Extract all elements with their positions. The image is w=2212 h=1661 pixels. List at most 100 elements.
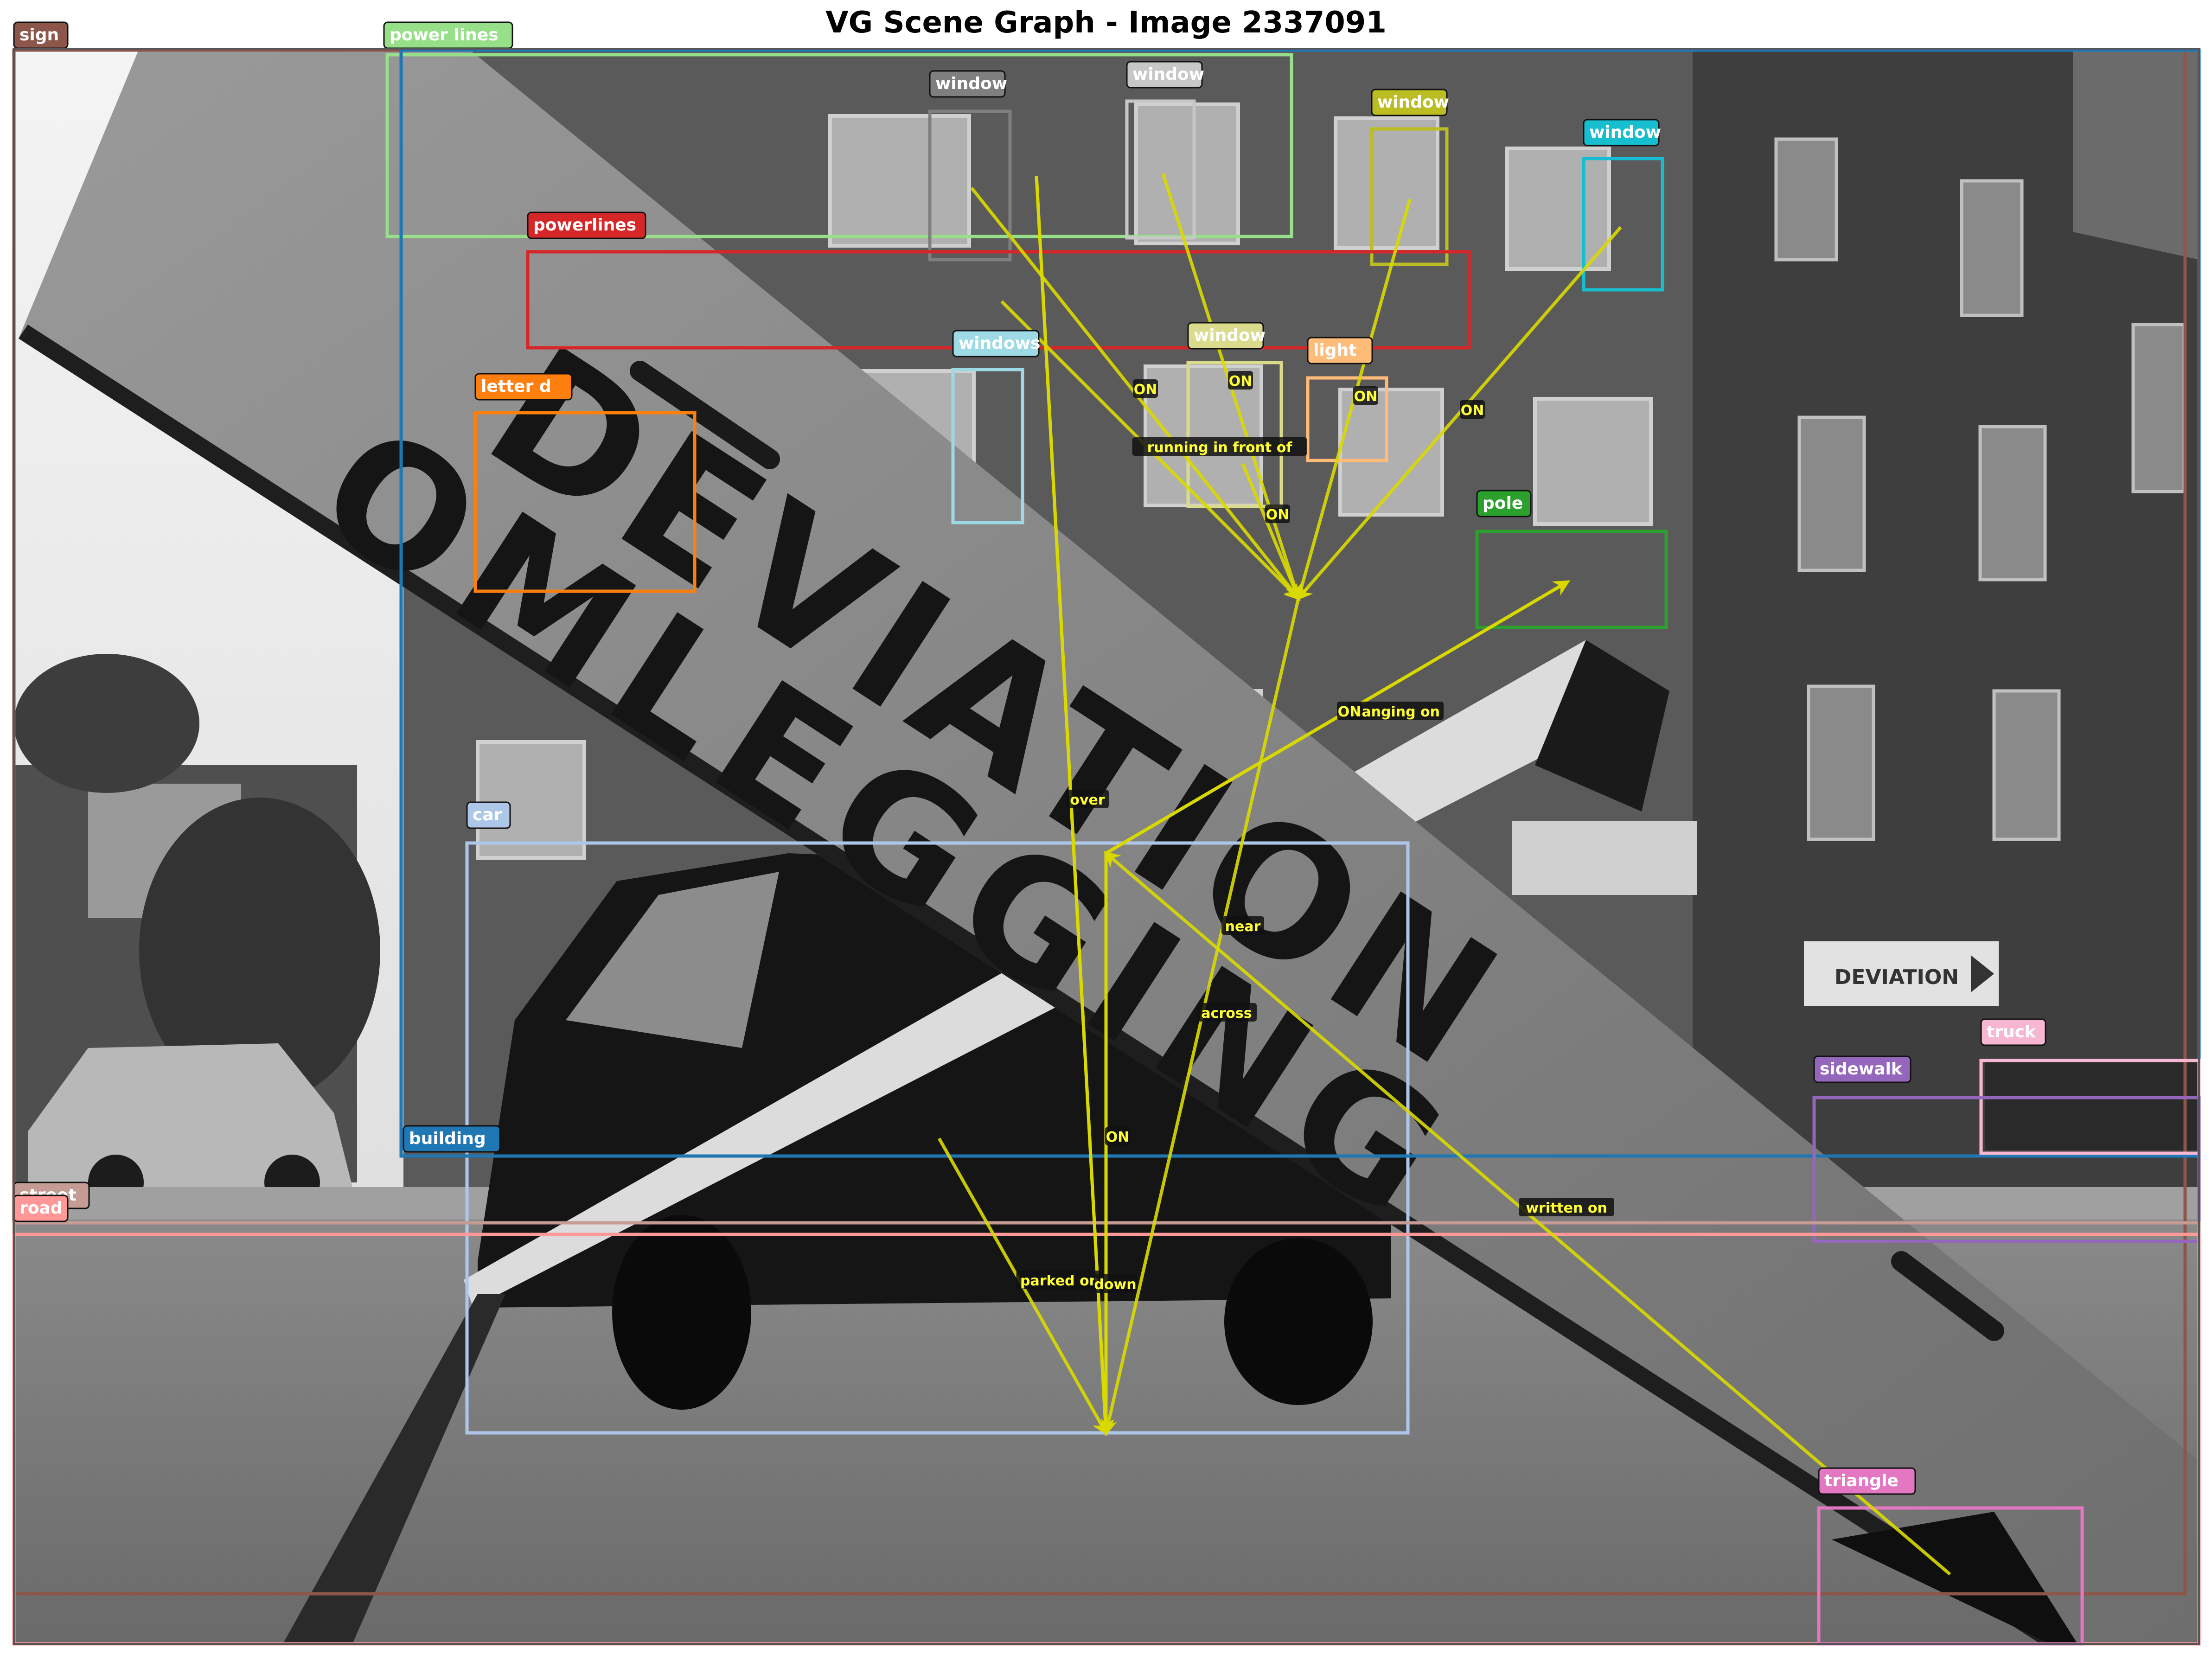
photo-window xyxy=(1978,425,2047,581)
photo-window xyxy=(1505,147,1611,271)
edge-label-text: down xyxy=(1094,1277,1136,1293)
photo-window xyxy=(1774,137,1838,262)
node-label-windows: windows xyxy=(952,330,1040,358)
edge-label-text: hanging on xyxy=(1352,704,1440,720)
edge-on-sign xyxy=(1105,580,1571,855)
edge-label-text: ON xyxy=(1134,382,1157,398)
barrier-crossbeam-side xyxy=(1535,640,1669,811)
node-label-truck: truck xyxy=(1980,1018,2046,1046)
node-label-light: light xyxy=(1307,337,1373,364)
node-label-text: powerlines xyxy=(533,216,636,235)
edge-label-hanging: hanging on xyxy=(1348,702,1444,720)
edge-label-text: over xyxy=(1070,792,1105,808)
edge-label-bg xyxy=(1221,916,1264,935)
edge-label-on-window-3: ON xyxy=(1353,386,1378,405)
bbox-windows xyxy=(951,368,1024,524)
bbox-window-2 xyxy=(1125,99,1196,240)
node-label-text: window xyxy=(1377,93,1449,112)
edge-label-bg xyxy=(1105,1127,1130,1145)
node-label-window-2: window xyxy=(1126,61,1204,89)
edge-label-text: written on xyxy=(1526,1200,1607,1216)
node-label-letter-d: letter d xyxy=(474,373,573,401)
bbox-power-lines xyxy=(385,53,1293,238)
node-label-pole: pole xyxy=(1476,490,1532,517)
edge-label-parked: parked on xyxy=(1016,1271,1103,1289)
edge-label-bg xyxy=(1196,1003,1257,1022)
edge-label-on-window-4: ON xyxy=(1460,400,1485,419)
node-label-text: window xyxy=(935,74,1007,93)
edge-label-written: written on xyxy=(1519,1198,1614,1216)
node-label-bg xyxy=(1371,89,1448,116)
node-label-bg xyxy=(403,1125,501,1153)
node-label-text: windows xyxy=(959,334,1040,353)
building-tower xyxy=(2073,49,2199,260)
edge-label-text: ON xyxy=(1106,1129,1130,1145)
edge-label-text: across xyxy=(1201,1005,1252,1022)
bbox-window-1 xyxy=(928,109,1012,262)
photo-window xyxy=(1807,684,1875,841)
node-label-powerlines: powerlines xyxy=(527,211,646,239)
truck-photo xyxy=(1985,1062,2198,1150)
bbox-letter-d xyxy=(473,411,697,593)
edge-on-window-4 xyxy=(1296,226,1622,601)
node-label-text: window xyxy=(1132,65,1204,84)
node-label-text: road xyxy=(19,1199,63,1218)
node-label-sign: sign xyxy=(13,21,69,49)
edge-label-bg xyxy=(1228,371,1253,390)
edge-on-window-5 xyxy=(1241,463,1301,601)
edge-label-on-window-5: ON xyxy=(1228,371,1253,390)
node-label-bg xyxy=(474,373,573,401)
node-label-road: road xyxy=(13,1195,69,1222)
bbox-pole xyxy=(1475,530,1668,629)
node-label-bg xyxy=(1187,322,1264,350)
car-wheel xyxy=(612,1215,751,1410)
node-label-bg xyxy=(1307,337,1373,364)
tree xyxy=(139,798,380,1104)
photo-window xyxy=(476,740,586,860)
node-label-text: sidewalk xyxy=(1820,1060,1903,1079)
edge-label-text: ON xyxy=(1354,389,1378,405)
edge-label-across: across xyxy=(1196,1003,1257,1022)
photo-window xyxy=(828,114,971,248)
node-label-car: car xyxy=(466,801,511,829)
node-label-bg xyxy=(952,330,1040,358)
node-label-triangle: triangle xyxy=(1818,1467,1916,1495)
bbox-light xyxy=(1306,376,1388,462)
node-label-text: window xyxy=(1194,326,1266,345)
node-label-text: light xyxy=(1313,341,1356,360)
car-windshield xyxy=(566,872,779,1048)
tree xyxy=(14,654,199,793)
edge-label-bg xyxy=(1066,790,1109,808)
edge-label-on-sign: ON xyxy=(1337,702,1362,720)
edge-label-bg xyxy=(1132,437,1307,456)
edge-label-text: near xyxy=(1225,919,1261,935)
edge-label-bg xyxy=(1265,505,1290,523)
node-label-window-4: window xyxy=(1583,119,1661,147)
edge-label-down: down xyxy=(1094,1274,1137,1293)
node-label-text: building xyxy=(409,1129,486,1148)
edge-label-text: running in front of xyxy=(1147,440,1293,456)
photo-window xyxy=(1797,415,1866,572)
node-label-bg xyxy=(1813,1055,1912,1083)
node-label-bg xyxy=(466,801,511,829)
edge-label-bg xyxy=(1519,1198,1614,1216)
edge-label-on-car: ON xyxy=(1105,1127,1130,1145)
edge-label-bg xyxy=(1094,1274,1137,1293)
edge-label-text: parked on xyxy=(1020,1273,1099,1289)
street-sign xyxy=(1804,941,1999,1006)
sign-triangle xyxy=(1832,1512,2078,1644)
sign-board xyxy=(19,49,2199,1644)
edge-label-over: over xyxy=(1066,790,1109,808)
node-label-bg xyxy=(1980,1018,2046,1046)
edge-label-text: ON xyxy=(1461,402,1484,419)
node-label-window-3: window xyxy=(1371,89,1449,116)
edge-label-text: ON xyxy=(1338,704,1362,720)
node-label-power-lines: power lines xyxy=(383,21,513,49)
node-label-window-1: window xyxy=(929,70,1007,98)
node-label-text: sign xyxy=(19,26,59,45)
sign-board-edge xyxy=(19,325,2073,1644)
chart-title: VG Scene Graph - Image 2337091 xyxy=(825,6,1387,40)
bbox-window-3 xyxy=(1370,127,1449,266)
edge-label-text: ON xyxy=(1266,507,1290,523)
